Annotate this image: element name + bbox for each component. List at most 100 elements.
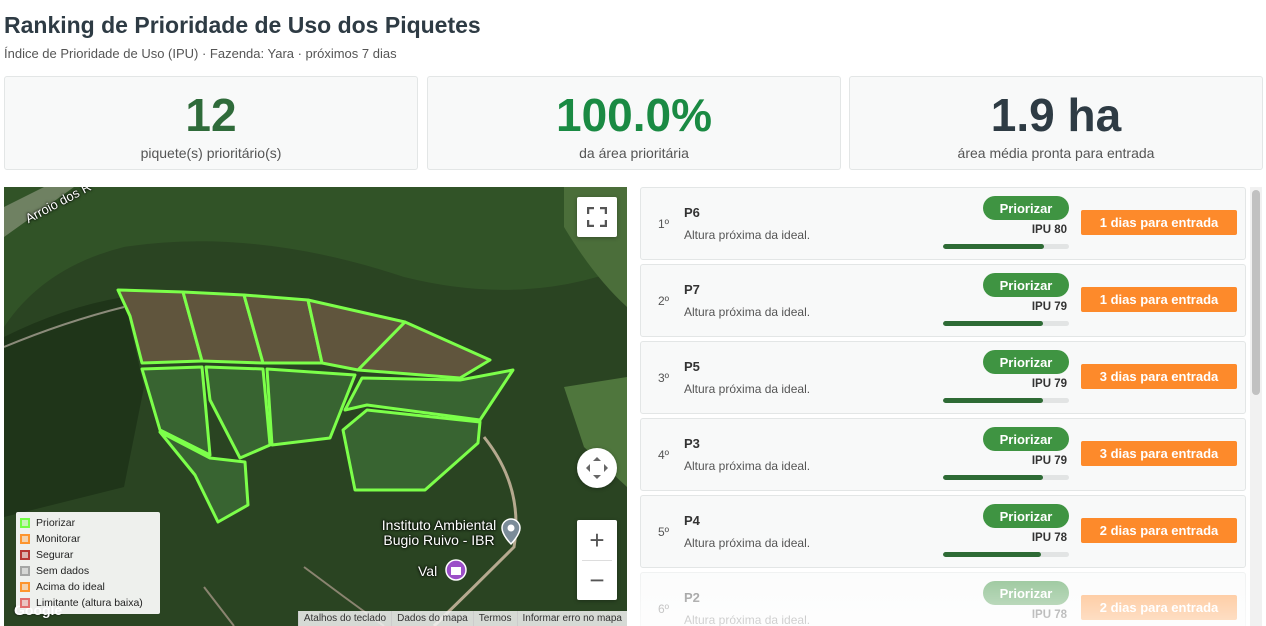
legend-label: Monitorar xyxy=(36,533,81,545)
legend-item: Limitante (altura baixa) xyxy=(20,595,156,611)
ranking-item[interactable]: 5º P4 Altura próxima da ideal. Priorizar IPU… xyxy=(640,495,1246,568)
legend-label: Priorizar xyxy=(36,517,76,529)
legend-label: Limitante (altura baixa) xyxy=(36,597,143,609)
legend-swatch xyxy=(20,534,30,544)
attribution-link[interactable]: Termos xyxy=(472,611,517,626)
legend-item: Sem dados xyxy=(20,563,156,579)
page-title: Ranking de Prioridade de Uso dos Piquete… xyxy=(4,12,481,38)
place-pin xyxy=(501,518,521,546)
ipu-bar xyxy=(943,475,1043,480)
kpi-card: 100.0% da área prioritária xyxy=(427,76,841,170)
paddock-name: P5 xyxy=(684,359,700,374)
scrollbar-thumb[interactable] xyxy=(1252,190,1260,395)
entry-button[interactable]: 3 dias para entrada xyxy=(1081,364,1237,389)
ranking-item[interactable]: 3º P5 Altura próxima da ideal. Priorizar IPU… xyxy=(640,341,1246,414)
map[interactable]: Arroio dos R Instituto Ambiental Bugio Ru… xyxy=(4,187,627,626)
attribution-link[interactable]: Atalhos do teclado xyxy=(297,611,391,626)
attribution-link[interactable]: Dados do mapa xyxy=(391,611,473,626)
legend-label: Segurar xyxy=(36,549,74,561)
pan-button[interactable] xyxy=(577,448,617,488)
entry-button[interactable]: 1 dias para entrada xyxy=(1081,210,1237,235)
ranking-item[interactable]: 4º P3 Altura próxima da ideal. Priorizar IPU… xyxy=(640,418,1246,491)
place-icon xyxy=(445,559,467,581)
rank: 2º xyxy=(658,294,670,308)
kpi-value: 12 xyxy=(185,89,237,141)
page-subtitle: Índice de Prioridade de Uso (IPU) · Faze… xyxy=(4,46,397,61)
legend-item: Acima do ideal xyxy=(20,579,156,595)
description: Altura próxima da ideal. xyxy=(684,382,811,396)
legend-label: Sem dados xyxy=(36,565,90,577)
description: Altura próxima da ideal. xyxy=(684,459,811,473)
map-attribution: Atalhos do teclado Dados do mapa Termos Inf… xyxy=(297,611,628,626)
place-label: Instituto Ambiental Bugio Ruivo - IBR xyxy=(364,518,514,548)
ipu-bar xyxy=(943,552,1042,557)
rank: 1º xyxy=(658,217,670,231)
ipu-label: IPU 80 xyxy=(1031,224,1067,236)
ipu-track xyxy=(943,475,1069,480)
paddock-name: P6 xyxy=(684,205,700,220)
pan-icon xyxy=(586,457,608,479)
paddock-name: P3 xyxy=(684,436,700,451)
kpi-card: 12 piquete(s) prioritário(s) xyxy=(4,76,418,170)
ranking-item[interactable]: 1º P6 Altura próxima da ideal. Priorizar IPU… xyxy=(640,187,1246,260)
status-badge[interactable]: Priorizar xyxy=(983,273,1069,297)
legend-label: Acima do ideal xyxy=(36,581,105,593)
ipu-bar xyxy=(943,244,1044,249)
ipu-track xyxy=(943,552,1069,557)
ipu-track xyxy=(943,244,1069,249)
ranking-item[interactable]: 2º P7 Altura próxima da ideal. Priorizar IPU… xyxy=(640,264,1246,337)
description: Altura próxima da ideal. xyxy=(684,228,811,242)
paddock-name: P7 xyxy=(684,282,700,297)
ipu-label: IPU 78 xyxy=(1031,532,1067,544)
legend-item: Priorizar xyxy=(20,515,156,531)
legend-item: Monitorar xyxy=(20,531,156,547)
rank: 4º xyxy=(658,448,670,462)
status-badge[interactable]: Priorizar xyxy=(983,504,1069,528)
list-fade xyxy=(640,570,1246,626)
ipu-label: IPU 79 xyxy=(1031,378,1067,390)
legend-swatch xyxy=(20,566,30,576)
legend-swatch xyxy=(20,550,30,560)
kpi-value: 100.0% xyxy=(555,89,712,141)
kpi-label: área média pronta para entrada xyxy=(957,145,1155,161)
rank: 5º xyxy=(658,525,670,539)
kpi-value: 1.9 ha xyxy=(990,89,1122,141)
legend-item: Segurar xyxy=(20,547,156,563)
place-label: Val xyxy=(418,563,438,579)
ipu-bar xyxy=(943,321,1043,326)
place-label-line: Bugio Ruivo - IBR xyxy=(383,532,495,548)
legend-swatch xyxy=(20,582,30,592)
legend-swatch xyxy=(20,598,30,608)
zoom-control: + − xyxy=(577,520,617,600)
kpi-label: piquete(s) prioritário(s) xyxy=(140,145,282,161)
status-badge[interactable]: Priorizar xyxy=(983,427,1069,451)
place-label-line: Instituto Ambiental xyxy=(381,517,497,533)
divider xyxy=(582,560,612,561)
paddock-name: P4 xyxy=(684,513,700,528)
status-badge[interactable]: Priorizar xyxy=(983,350,1069,374)
ipu-label: IPU 79 xyxy=(1031,301,1067,313)
fullscreen-button[interactable] xyxy=(577,197,617,237)
status-badge[interactable]: Priorizar xyxy=(983,196,1069,220)
zoom-in-button[interactable]: + xyxy=(589,525,605,555)
zoom-out-button[interactable]: − xyxy=(589,565,605,595)
satellite xyxy=(4,187,627,626)
entry-button[interactable]: 1 dias para entrada xyxy=(1081,287,1237,312)
ranking-list: 1º P6 Altura próxima da ideal. Priorizar IPU… xyxy=(640,187,1246,626)
rank: 3º xyxy=(658,371,670,385)
kpi-card: 1.9 ha área média pronta para entrada xyxy=(849,76,1263,170)
entry-button[interactable]: 2 dias para entrada xyxy=(1081,518,1237,543)
entry-button[interactable]: 3 dias para entrada xyxy=(1081,441,1237,466)
kpi-label: da área prioritária xyxy=(579,145,689,161)
description: Altura próxima da ideal. xyxy=(684,536,811,550)
legend-swatch xyxy=(20,518,30,528)
map-legend: Priorizar Monitorar Segurar Sem dados Acima … xyxy=(16,512,160,614)
description: Altura próxima da ideal. xyxy=(684,305,811,319)
attribution-link[interactable]: Informar erro no mapa xyxy=(516,611,628,626)
fullscreen-icon xyxy=(587,207,607,227)
ipu-track xyxy=(943,321,1069,326)
ipu-bar xyxy=(943,398,1043,403)
ipu-track xyxy=(943,398,1069,403)
ipu-label: IPU 79 xyxy=(1031,455,1067,467)
